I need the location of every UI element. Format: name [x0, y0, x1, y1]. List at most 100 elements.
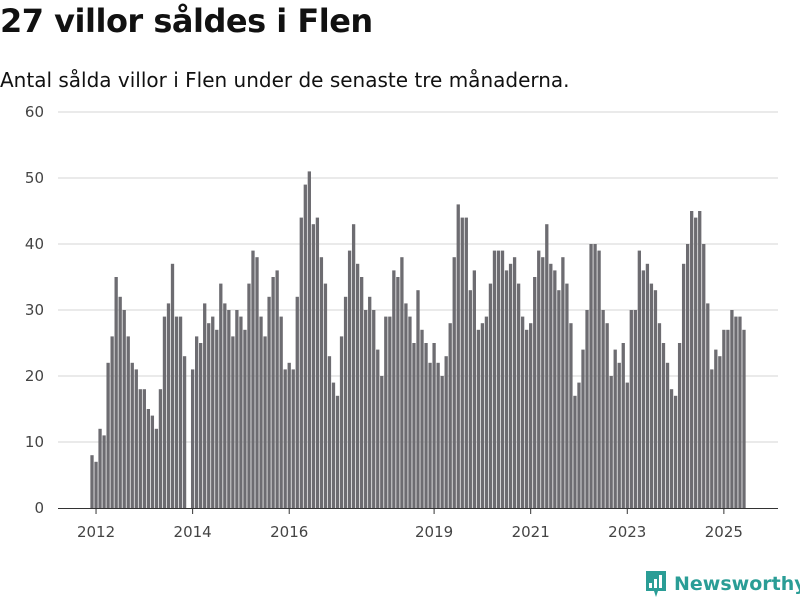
x-tick-label: 2023	[608, 523, 646, 541]
bar	[122, 310, 126, 508]
bar	[533, 277, 537, 508]
bar	[223, 303, 227, 508]
bar	[110, 336, 114, 508]
bar	[166, 303, 171, 508]
bar	[408, 316, 412, 508]
bar	[94, 461, 98, 508]
bar	[142, 389, 146, 508]
bar	[484, 316, 489, 508]
bar	[90, 455, 94, 508]
bar	[190, 369, 195, 508]
bar	[516, 283, 521, 508]
y-tick-label: 20	[25, 367, 44, 385]
bar	[231, 336, 235, 508]
bar	[384, 316, 388, 508]
bars	[90, 171, 746, 508]
bar	[436, 362, 440, 508]
bar	[424, 343, 428, 508]
bar	[742, 329, 746, 508]
axes	[58, 508, 778, 514]
bar	[428, 362, 432, 508]
bar	[263, 336, 267, 508]
bar	[444, 356, 448, 508]
bar	[645, 263, 650, 508]
bar	[549, 263, 553, 508]
bar	[621, 343, 625, 508]
bar	[178, 316, 183, 508]
bar	[440, 376, 444, 508]
bar	[565, 283, 569, 508]
bar	[557, 290, 561, 508]
bar	[295, 296, 299, 508]
bar	[182, 356, 187, 508]
bar	[412, 343, 416, 508]
bar	[392, 270, 396, 508]
bar	[287, 362, 291, 508]
bar	[541, 257, 545, 508]
bar	[247, 283, 251, 508]
bar-chart-logo-icon	[646, 571, 666, 597]
bar	[404, 303, 408, 508]
bar	[609, 376, 613, 508]
bar	[665, 362, 670, 508]
bar	[718, 356, 722, 508]
bar	[351, 224, 356, 508]
bar	[573, 395, 577, 508]
bar	[138, 389, 142, 508]
x-tick-label: 2025	[705, 523, 743, 541]
bar	[504, 270, 509, 508]
bar	[102, 435, 106, 508]
bar	[207, 323, 211, 508]
bar	[114, 277, 118, 508]
bar	[331, 382, 336, 508]
bar	[637, 250, 641, 508]
bar	[355, 263, 360, 508]
bar	[585, 310, 589, 508]
bar	[106, 362, 110, 508]
bar	[681, 263, 686, 508]
bar	[508, 263, 513, 508]
bar	[134, 369, 138, 508]
bar	[480, 323, 485, 508]
bar	[488, 283, 493, 508]
bar	[432, 343, 436, 508]
bar	[706, 303, 710, 508]
bar	[420, 329, 424, 508]
data-label-latest: 27	[740, 0, 759, 4]
bar	[529, 323, 533, 508]
bar	[380, 376, 384, 508]
bar	[476, 329, 481, 508]
y-tick-label: 60	[25, 103, 44, 121]
bar	[738, 316, 742, 508]
bar	[203, 303, 207, 508]
bar	[327, 356, 332, 508]
bar	[601, 310, 605, 508]
bar	[500, 250, 505, 508]
bar	[673, 395, 678, 508]
bar	[537, 250, 541, 508]
x-tick-label: 2021	[512, 523, 550, 541]
bar	[323, 283, 328, 508]
bar	[661, 343, 666, 508]
bar	[376, 349, 380, 508]
bar	[657, 323, 662, 508]
bar	[311, 224, 316, 508]
bar	[561, 257, 565, 508]
bar	[593, 244, 597, 508]
bar	[577, 382, 581, 508]
bar	[545, 224, 549, 508]
bar	[170, 263, 175, 508]
bar	[669, 389, 674, 508]
chart-title: 27 villor såldes i Flen	[0, 2, 373, 40]
bar	[617, 362, 621, 508]
newsworthy-logo[interactable]: Newsworthy	[644, 568, 800, 600]
bar	[130, 362, 134, 508]
bar	[118, 296, 122, 508]
bar	[372, 310, 376, 508]
bar	[629, 310, 633, 508]
brand-name: Newsworthy	[674, 573, 800, 595]
bar	[319, 257, 324, 508]
bar	[677, 343, 682, 508]
bar	[400, 257, 404, 508]
